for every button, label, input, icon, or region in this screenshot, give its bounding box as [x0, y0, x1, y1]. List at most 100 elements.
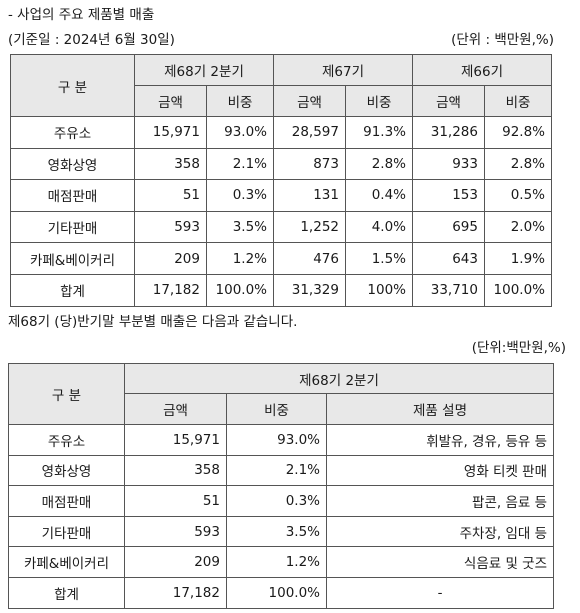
amount-cell: 51 [124, 485, 227, 517]
ratio-cell: 1.9% [484, 242, 552, 275]
row-label: 영화상영 [10, 147, 135, 181]
unit-label-2: (단위:백만원,%) [471, 340, 566, 356]
description-cell: 휘발유, 경유, 등유 등 [325, 424, 555, 456]
ratio-cell: 92.8% [484, 116, 552, 149]
amount-cell: 17,182 [124, 576, 227, 609]
table-row: 기타판매 593 3.5% 주차장, 임대 등 [8, 515, 555, 548]
table-row: 카페&베이커리 209 1.2% 식음료 및 굿즈 [8, 546, 555, 578]
row-label: 영화상영 [8, 454, 125, 487]
amount-cell: 695 [412, 210, 485, 244]
ratio-cell: 2.1% [226, 454, 327, 487]
amount-cell: 51 [134, 179, 207, 212]
row-label: 주유소 [10, 116, 135, 149]
period-header: 제67기 [273, 54, 413, 86]
table-row: 주유소 15,971 93.0% 휘발유, 경유, 등유 등 [8, 424, 555, 456]
ratio-cell: 100.0% [206, 273, 274, 307]
period-header: 제68기 2분기 [123, 363, 555, 394]
ratio-cell: 1.2% [206, 242, 274, 275]
ratio-cell: 3.5% [206, 210, 274, 244]
ratio-cell: 2.0% [484, 210, 552, 244]
row-label: 합계 [8, 576, 125, 609]
table-row: 매점판매 51 0.3% 팝콘, 음료 등 [8, 485, 555, 517]
ratio-cell: 2.1% [206, 147, 274, 181]
period-header: 제66기 [412, 54, 552, 86]
ratio-cell: 100.0% [226, 576, 327, 609]
amount-header: 금액 [134, 85, 207, 117]
table-row: 기타판매 593 3.5% 1,252 4.0% 695 2.0% [10, 210, 552, 244]
ratio-cell: 1.2% [226, 546, 327, 578]
ratio-header: 비중 [484, 85, 552, 117]
table-row: 카페&베이커리 209 1.2% 476 1.5% 643 1.9% [10, 242, 552, 275]
amount-cell: 476 [273, 242, 346, 275]
base-date: (기준일 : 2024년 6월 30일) [8, 32, 175, 48]
ratio-cell: 100% [345, 273, 413, 307]
category-header: 구 분 [8, 363, 125, 425]
ratio-cell: 91.3% [345, 116, 413, 149]
sales-by-product-table: 구 분 제68기 2분기 제67기 제66기 금액 비중 금액 비중 금액 비중… [10, 54, 552, 307]
amount-cell: 358 [124, 454, 227, 487]
ratio-cell: 0.3% [226, 485, 327, 517]
sales-by-division-table: 구 분 제68기 2분기 금액 비중 제품 설명 주유소 15,971 93.0… [8, 363, 555, 609]
description-header: 제품 설명 [325, 393, 555, 425]
ratio-cell: 1.5% [345, 242, 413, 275]
category-header: 구 분 [10, 54, 135, 117]
ratio-cell: 0.4% [345, 179, 413, 212]
table-row: 주유소 15,971 93.0% 28,597 91.3% 31,286 92.… [10, 116, 552, 149]
ratio-cell: 4.0% [345, 210, 413, 244]
unit-label-1: (단위 : 백만원,%) [451, 32, 554, 48]
total-row: 합계 17,182 100.0% 31,329 100% 33,710 100.… [10, 273, 552, 307]
amount-header: 금액 [124, 393, 227, 425]
description-cell: - [325, 576, 555, 609]
amount-cell: 209 [134, 242, 207, 275]
amount-cell: 358 [134, 147, 207, 181]
amount-cell: 933 [412, 147, 485, 181]
row-label: 합계 [10, 273, 135, 307]
ratio-cell: 2.8% [484, 147, 552, 181]
row-label: 카페&베이커리 [8, 546, 125, 578]
amount-cell: 33,710 [412, 273, 485, 307]
paragraph: 제68기 (당)반기말 부분별 매출은 다음과 같습니다. [8, 314, 298, 330]
ratio-cell: 93.0% [226, 424, 327, 456]
row-label: 주유소 [8, 424, 125, 456]
ratio-cell: 3.5% [226, 515, 327, 548]
amount-cell: 15,971 [134, 116, 207, 149]
ratio-cell: 0.5% [484, 179, 552, 212]
table-row: 영화상영 358 2.1% 873 2.8% 933 2.8% [10, 147, 552, 181]
amount-cell: 131 [273, 179, 346, 212]
period-header: 제68기 2분기 [134, 54, 274, 86]
amount-header: 금액 [412, 85, 485, 117]
table-row: 영화상영 358 2.1% 영화 티켓 판매 [8, 454, 555, 487]
row-label: 카페&베이커리 [10, 242, 135, 275]
amount-cell: 153 [412, 179, 485, 212]
amount-cell: 1,252 [273, 210, 346, 244]
amount-cell: 593 [124, 515, 227, 548]
row-label: 기타판매 [10, 210, 135, 244]
row-label: 매점판매 [8, 485, 125, 517]
amount-cell: 15,971 [124, 424, 227, 456]
amount-cell: 28,597 [273, 116, 346, 149]
amount-cell: 643 [412, 242, 485, 275]
description-cell: 영화 티켓 판매 [325, 454, 555, 487]
ratio-header: 비중 [226, 393, 327, 425]
row-label: 매점판매 [10, 179, 135, 212]
description-cell: 주차장, 임대 등 [325, 515, 555, 548]
ratio-cell: 2.8% [345, 147, 413, 181]
amount-cell: 17,182 [134, 273, 207, 307]
ratio-header: 비중 [345, 85, 413, 117]
row-label: 기타판매 [8, 515, 125, 548]
description-cell: 팝콘, 음료 등 [325, 485, 555, 517]
amount-header: 금액 [273, 85, 346, 117]
section-title: - 사업의 주요 제품별 매출 [8, 7, 155, 23]
description-cell: 식음료 및 굿즈 [325, 546, 555, 578]
ratio-cell: 100.0% [484, 273, 552, 307]
total-row: 합계 17,182 100.0% - [8, 576, 555, 609]
amount-cell: 593 [134, 210, 207, 244]
ratio-cell: 93.0% [206, 116, 274, 149]
amount-cell: 873 [273, 147, 346, 181]
amount-cell: 209 [124, 546, 227, 578]
ratio-cell: 0.3% [206, 179, 274, 212]
amount-cell: 31,329 [273, 273, 346, 307]
table-row: 매점판매 51 0.3% 131 0.4% 153 0.5% [10, 179, 552, 212]
ratio-header: 비중 [206, 85, 274, 117]
amount-cell: 31,286 [412, 116, 485, 149]
